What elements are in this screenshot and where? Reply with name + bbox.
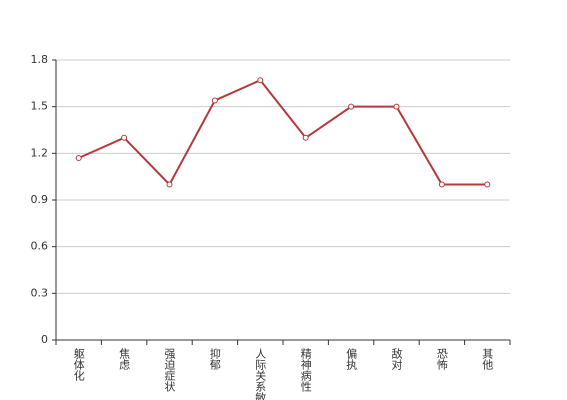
x-tick-label: 躯体化 [72,348,85,382]
data-point [121,134,128,141]
data-point [75,155,82,161]
data-point [438,181,445,188]
data-point [484,181,491,188]
data-point [302,134,309,141]
x-tick-label: 精神病性 [299,348,312,393]
x-tick-label: 人际关系敏感 [254,348,267,400]
y-tick-label: 0.9 [31,193,49,206]
y-tick-label: 1.2 [31,146,49,159]
data-point [257,77,264,84]
data-point [393,103,400,110]
data-point [166,181,173,188]
y-tick-label: 1.8 [31,53,49,66]
data-point [211,97,218,104]
x-tick-label: 恐怖 [435,348,448,370]
x-tick-label: 强迫症状 [163,348,176,392]
y-tick-label: 0.3 [31,286,49,299]
x-tick-label: 偏执 [345,347,358,371]
data-point [348,103,355,110]
y-tick-label: 1.5 [31,100,49,113]
data-line [78,78,488,187]
y-tick-label: 0.6 [31,240,49,253]
x-tick-label: 抑郁 [208,347,221,370]
x-tick-label: 焦虑 [118,348,131,370]
x-tick-label: 其他 [481,348,494,370]
y-tick-label: 0 [41,333,48,346]
x-tick-label: 敌对 [390,347,403,370]
